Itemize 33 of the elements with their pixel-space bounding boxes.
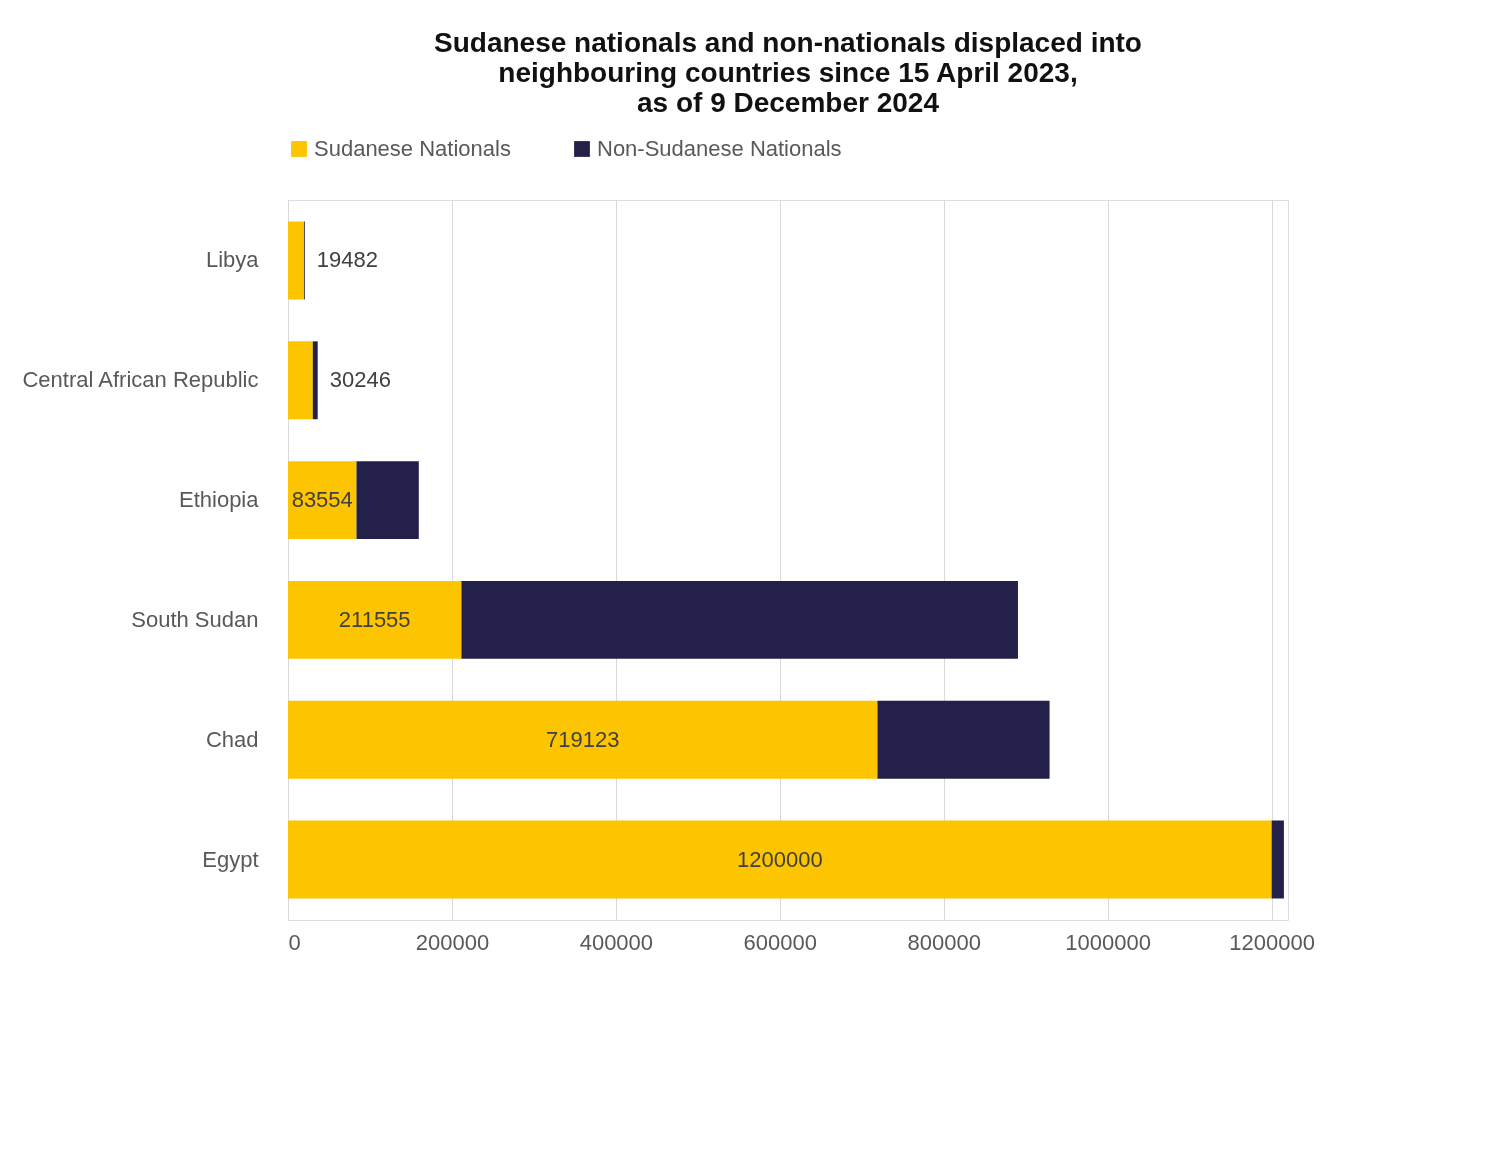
data-label: 83554: [291, 487, 353, 513]
bar: [288, 221, 304, 300]
x-tick-label: 200000: [415, 929, 490, 955]
y-tick-label: Ethiopia: [178, 487, 260, 513]
data-label: 1200000: [736, 846, 823, 872]
y-tick-label: Egypt: [202, 846, 259, 872]
bar: [288, 580, 462, 659]
x-tick-label: 0: [288, 929, 301, 955]
chart-title: Sudanese nationals and non-nationals displaced into neighbouring countries since 15 April 2023, as of 9 December 2024: [434, 27, 1142, 118]
bar: [356, 461, 419, 540]
bar: [288, 341, 313, 420]
bar: [288, 820, 1272, 899]
y-tick-label: Central African Republic: [22, 367, 259, 393]
x-tick-label: 1200000: [1229, 929, 1315, 955]
x-tick-label: 1000000: [1065, 929, 1151, 955]
bar: [312, 341, 318, 420]
bar: [288, 461, 357, 540]
bar: [877, 700, 1050, 779]
y-tick-label: Libya: [205, 247, 260, 273]
x-tick-label: 600000: [743, 929, 818, 955]
legend-label: Non-Sudanese Nationals: [597, 136, 842, 161]
y-tick-label: South Sudan: [131, 606, 259, 632]
data-label: 211555: [338, 606, 411, 632]
y-tick-label: Chad: [205, 726, 259, 752]
data-label: 19482: [316, 247, 378, 273]
bar: [288, 700, 878, 779]
x-tick-label: 400000: [579, 929, 654, 955]
x-tick-label: 800000: [907, 929, 981, 955]
legend-label: Sudanese Nationals: [314, 136, 511, 161]
bar: [1271, 820, 1284, 899]
bar: [461, 580, 1018, 659]
data-label: 30246: [329, 367, 391, 393]
data-label: 719123: [546, 726, 620, 752]
